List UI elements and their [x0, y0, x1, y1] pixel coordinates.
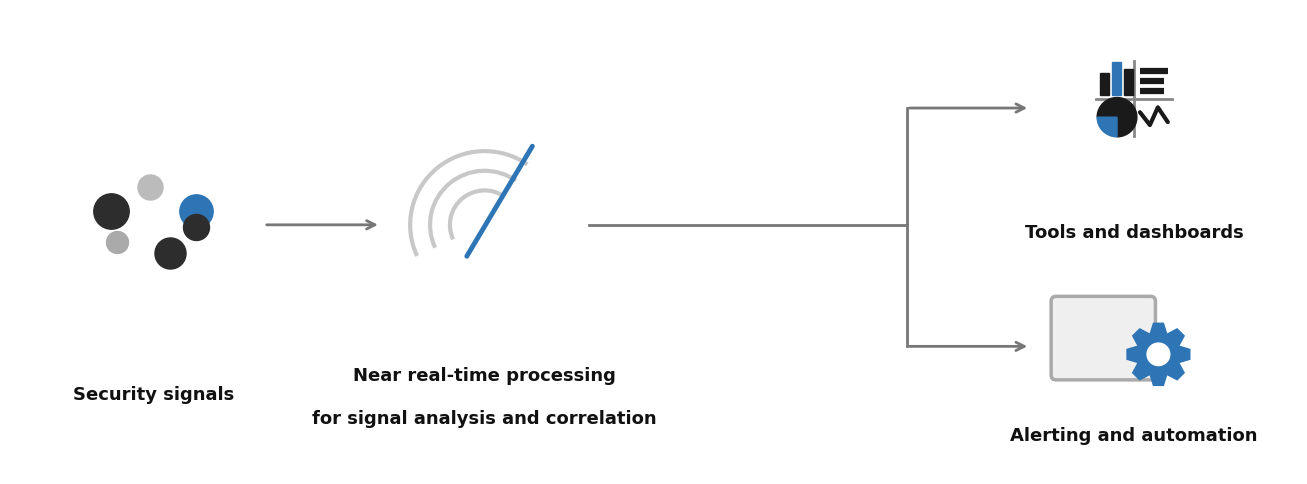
- Text: Near real-time processing: Near real-time processing: [353, 366, 616, 384]
- FancyBboxPatch shape: [1051, 297, 1155, 380]
- Bar: [1150, 336, 1162, 349]
- Point: [159, 250, 180, 258]
- Bar: [1100, 74, 1110, 95]
- Point: [107, 238, 128, 246]
- Point: [186, 224, 207, 232]
- Text: Alerting and automation: Alerting and automation: [1010, 425, 1257, 444]
- Polygon shape: [1127, 324, 1189, 386]
- Polygon shape: [1148, 343, 1170, 366]
- Text: for signal analysis and correlation: for signal analysis and correlation: [312, 409, 657, 427]
- Wedge shape: [1097, 98, 1137, 137]
- Point: [139, 183, 159, 191]
- Bar: [1112, 63, 1121, 95]
- Text: Tools and dashboards: Tools and dashboards: [1025, 224, 1243, 242]
- Point: [101, 207, 122, 215]
- Point: [186, 207, 207, 215]
- Text: Security signals: Security signals: [73, 385, 234, 403]
- Bar: [1124, 70, 1133, 95]
- Wedge shape: [1097, 118, 1117, 137]
